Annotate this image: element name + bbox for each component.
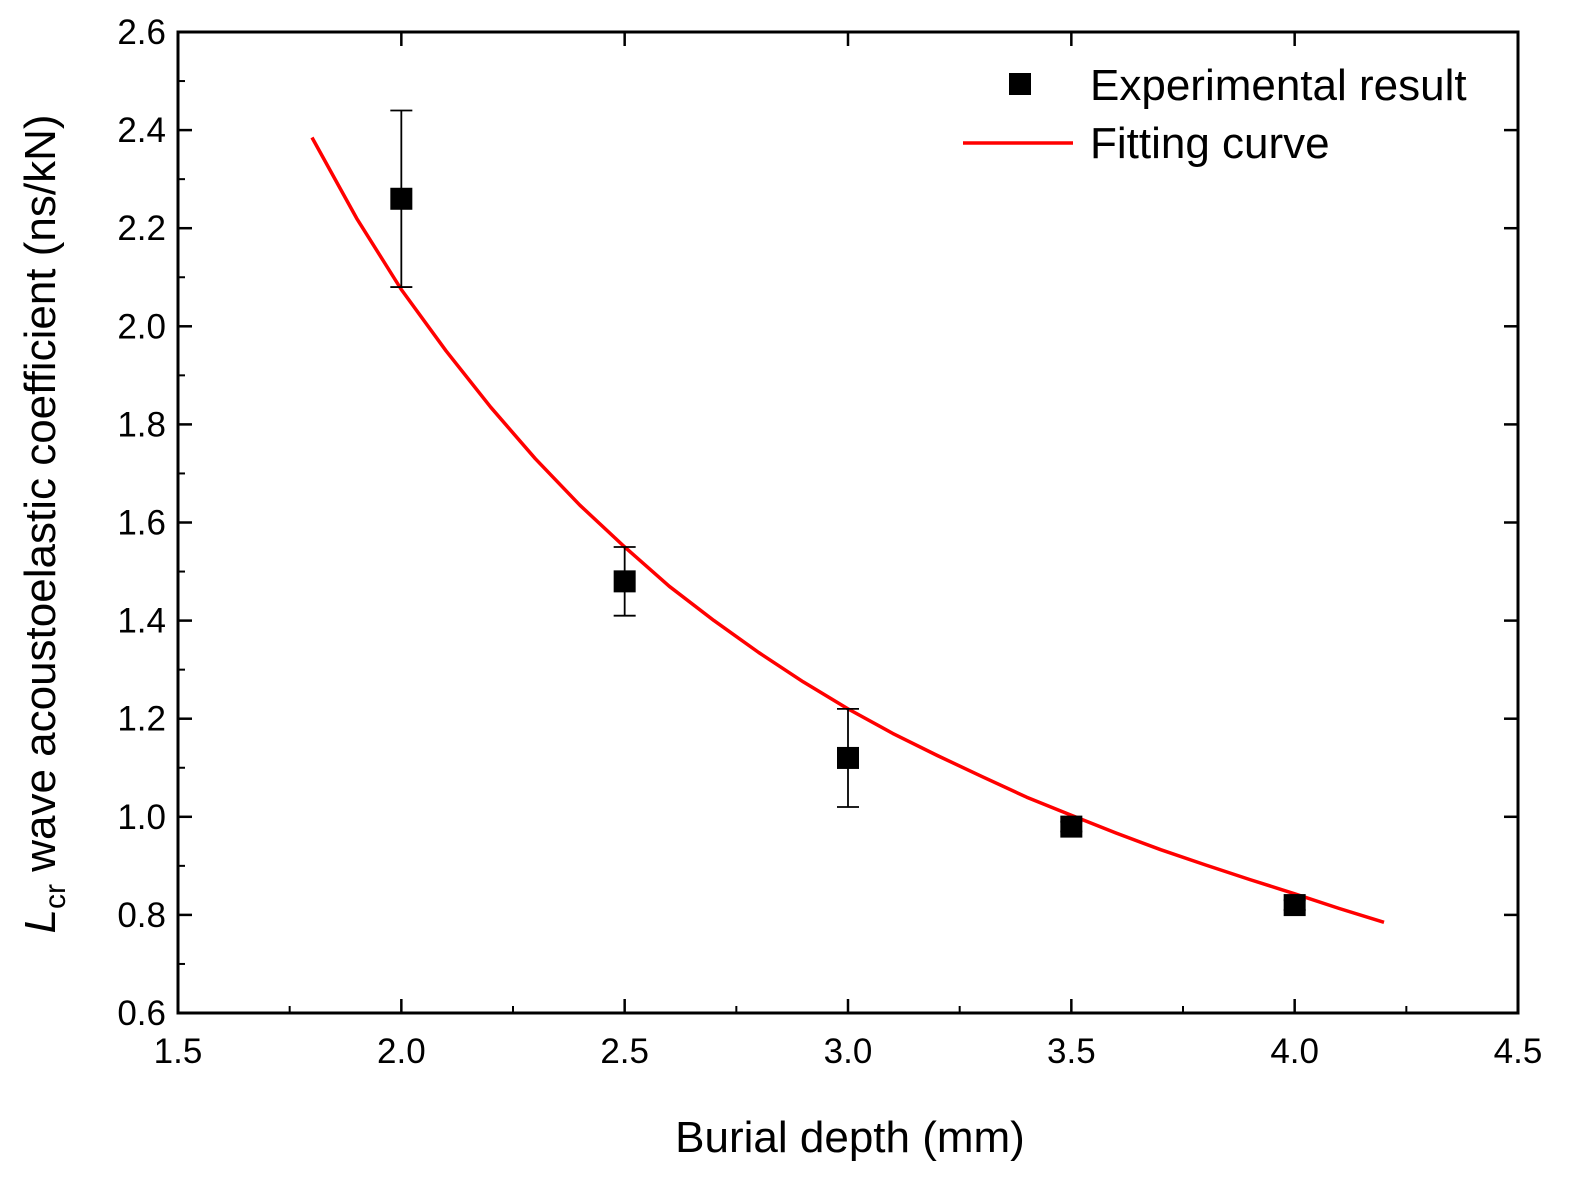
y-tick-label: 1.6: [117, 504, 166, 543]
y-axis-title-subscript: cr: [39, 884, 72, 909]
y-tick-label: 1.8: [117, 405, 166, 444]
legend-label-experimental: Experimental result: [1090, 61, 1467, 110]
plot-area: [310, 109, 1385, 924]
legend-marker-experimental: [1009, 73, 1031, 95]
y-tick-label: 2.6: [117, 13, 166, 52]
x-tick-label: 3.5: [1047, 1032, 1096, 1071]
y-tick-label: 1.2: [117, 700, 166, 739]
axes: 1.5 2.0 2.5 3.0 3.5 4.0 4.5 0.6 0.8 1.0 1.2 1.4 1.6 1…: [117, 13, 1542, 1071]
legend-label-fitting: Fitting curve: [1090, 119, 1330, 168]
data-point-experimental: [390, 187, 413, 210]
x-tick-label: 4.5: [1494, 1032, 1543, 1071]
y-tick-label: 1.4: [117, 602, 166, 641]
y-tick-label: 2.0: [117, 307, 166, 346]
plot-frame: [176, 30, 1520, 1015]
y-axis-title-text: wave acoustoelastic coefficient (ns/kN): [16, 114, 65, 884]
x-tick-label: 3.0: [824, 1032, 873, 1071]
legend: Experimental result Fitting curve: [963, 61, 1467, 168]
x-tick-label: 1.5: [154, 1032, 203, 1071]
data-point-experimental: [613, 570, 636, 593]
y-tick-label: 2.2: [117, 209, 166, 248]
y-tick-label: 2.4: [117, 111, 166, 150]
data-point-experimental: [1060, 815, 1083, 838]
x-tick-label: 2.0: [377, 1032, 426, 1071]
y-tick-label: 1.0: [117, 798, 166, 837]
x-tick-label: 2.5: [600, 1032, 649, 1071]
y-axis-title-symbol: L: [16, 909, 65, 933]
data-point-experimental: [1283, 894, 1306, 917]
y-tick-label: 0.8: [117, 896, 166, 935]
x-tick-label: 4.0: [1270, 1032, 1319, 1071]
x-axis-title: Burial depth (mm): [675, 1113, 1025, 1162]
y-tick-label: 0.6: [117, 994, 166, 1033]
data-point-experimental: [837, 746, 859, 769]
y-axis-title: Lcr wave acoustoelastic coefficient (ns/…: [16, 114, 72, 933]
